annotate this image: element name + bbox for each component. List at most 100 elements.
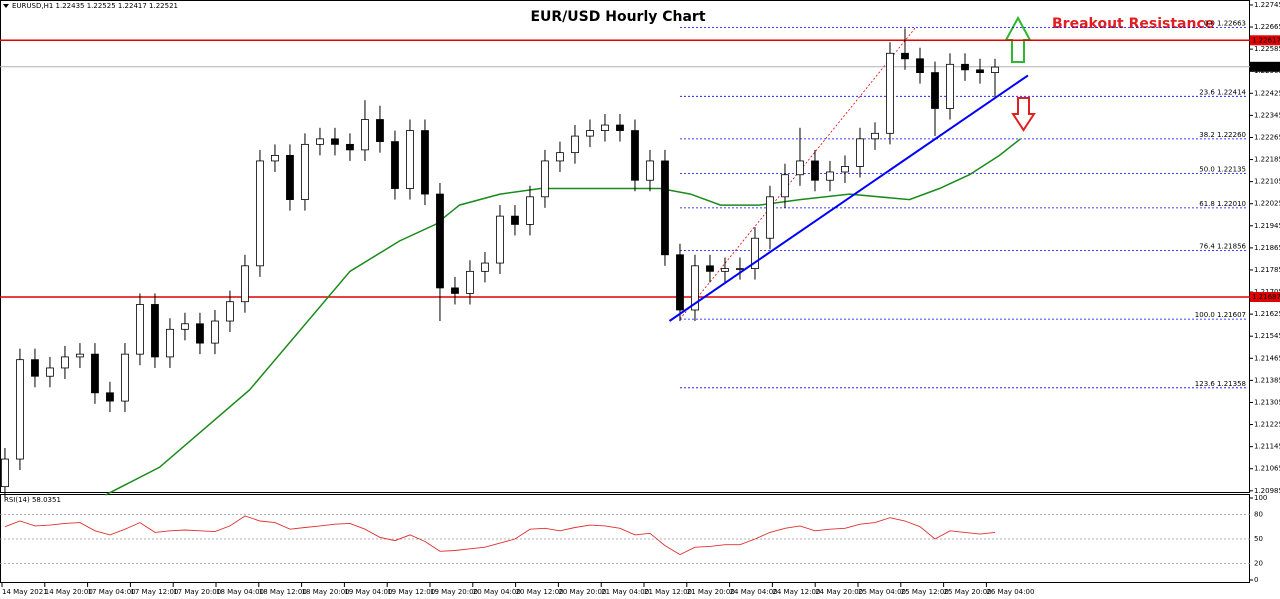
x-tick-label: 18 May 04:00 (216, 588, 264, 596)
candle-body (781, 174, 789, 198)
rsi-tick-label: 80 (1254, 510, 1263, 518)
candle-body (331, 138, 339, 145)
x-tick-label: 19 May 20:00 (430, 588, 478, 596)
candle-body (376, 119, 384, 143)
x-tick-label: 21 May 20:00 (687, 588, 735, 596)
y-tick-label: 1.22105 (1254, 178, 1280, 186)
x-tick-label: 20 May 20:00 (558, 588, 606, 596)
candle-body (736, 268, 744, 270)
candle-body (466, 270, 474, 294)
candle-body (841, 166, 849, 173)
candle-body (121, 353, 129, 402)
x-tick-label: 21 May 12:00 (644, 588, 692, 596)
rsi-line (4, 515, 996, 556)
candle-body (406, 130, 414, 189)
candle-body (826, 171, 834, 181)
x-tick-label: 25 May 04:00 (858, 588, 906, 596)
price-label: 1.22521 (1252, 63, 1280, 71)
chart-title: EUR/USD Hourly Chart (530, 9, 705, 25)
candle-body (796, 160, 804, 176)
candle-body (556, 152, 564, 162)
fib-label: 0.0 1.22663 (1204, 20, 1246, 28)
candle-body (211, 320, 219, 344)
candle-body (631, 130, 639, 181)
y-tick-label: 1.22425 (1254, 89, 1280, 97)
candle-body (706, 265, 714, 272)
candle-body (616, 124, 624, 131)
x-tick-label: 17 May 04:00 (88, 588, 136, 596)
y-tick-label: 1.21145 (1254, 443, 1280, 451)
x-tick-label: 20 May 04:00 (473, 588, 521, 596)
x-tick-label: 24 May 04:00 (730, 588, 778, 596)
y-tick-label: 1.21305 (1254, 398, 1280, 406)
candle-body (931, 72, 939, 109)
y-tick-label: 1.21385 (1254, 376, 1280, 384)
candle-body (451, 287, 459, 294)
fib-label: 38.2 1.22260 (1199, 131, 1246, 139)
moving-average (105, 138, 1021, 496)
x-tick-label: 25 May 12:00 (901, 588, 949, 596)
price-label-box (1250, 292, 1280, 303)
candle-body (496, 215, 504, 264)
candle-body (346, 143, 354, 151)
y-tick-label: 1.22745 (1254, 1, 1280, 9)
y-tick-label: 1.22665 (1254, 23, 1280, 31)
candle-body (136, 304, 144, 355)
rsi-tick-label: 50 (1254, 535, 1263, 543)
candle-body (976, 69, 984, 73)
header: EURUSD,H1 1.22435 1.22525 1.22417 1.2252… (12, 2, 178, 10)
candle-body (61, 356, 69, 369)
candle-body (916, 58, 924, 73)
rsi-tick-label: 100 (1254, 494, 1267, 502)
candle-body (691, 265, 699, 311)
y-tick-label: 1.22185 (1254, 156, 1280, 164)
y-tick-label: 1.21065 (1254, 465, 1280, 473)
x-tick-label: 25 May 20:00 (944, 588, 992, 596)
price-panel (0, 0, 1250, 493)
candle-body (646, 160, 654, 181)
candle-body (661, 160, 669, 256)
candle-body (151, 304, 159, 358)
rsi-tick-label: 0 (1254, 576, 1258, 584)
y-tick-label: 1.21465 (1254, 354, 1280, 362)
candle-body (16, 359, 24, 460)
fib-label: 61.8 1.22010 (1199, 200, 1246, 208)
candle-body (91, 353, 99, 394)
candle-body (871, 132, 879, 140)
x-tick-label: 14 May 20:00 (45, 588, 93, 596)
y-tick-label: 1.21625 (1254, 310, 1280, 318)
candle-body (526, 196, 534, 225)
fib-label: 123.6 1.21358 (1195, 380, 1246, 388)
y-tick-label: 1.21785 (1254, 266, 1280, 274)
candle-body (586, 130, 594, 137)
candle-body (301, 143, 309, 200)
y-tick-label: 1.21225 (1254, 421, 1280, 429)
fib-label: 76.4 1.21856 (1199, 242, 1246, 250)
y-tick-label: 1.22265 (1254, 133, 1280, 141)
menu-arrow (3, 4, 9, 8)
x-tick-label: 14 May 2021 (2, 588, 48, 596)
candle-body (226, 301, 234, 322)
candle-body (196, 323, 204, 344)
x-tick-label: 24 May 20:00 (815, 588, 863, 596)
candle-body (316, 138, 324, 145)
rsi-label: RSI(14) 58.0351 (4, 496, 61, 504)
trendline (668, 74, 1029, 322)
candle-body (991, 66, 999, 73)
x-tick-label: 17 May 12:00 (130, 588, 178, 596)
price-label-box (1250, 35, 1280, 46)
candle-body (601, 124, 609, 131)
candle-body (31, 359, 39, 377)
x-tick-label: 19 May 04:00 (344, 588, 392, 596)
x-tick-label: 24 May 12:00 (772, 588, 820, 596)
price-label-box (1250, 61, 1280, 72)
candle-body (571, 135, 579, 154)
candle-body (256, 160, 264, 267)
rsi-tick-label: 20 (1254, 560, 1263, 568)
fib-label: 23.6 1.22414 (1199, 88, 1246, 96)
candle-body (361, 119, 369, 151)
candle-body (76, 353, 84, 358)
y-tick-label: 1.22025 (1254, 200, 1280, 208)
y-tick-label: 1.20985 (1254, 487, 1280, 495)
candle-body (1, 458, 9, 488)
